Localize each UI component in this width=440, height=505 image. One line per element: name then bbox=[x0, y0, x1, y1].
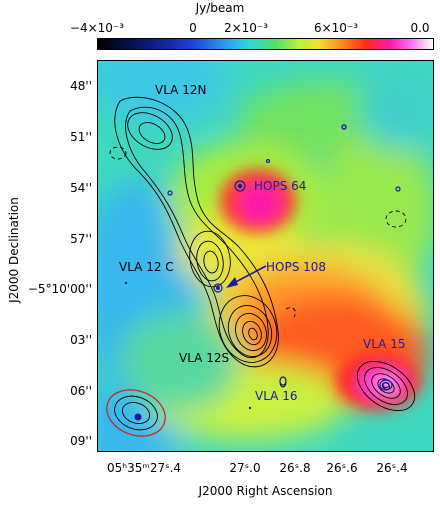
label-vla12s: VLA 12S bbox=[179, 351, 230, 365]
ytick-03: 03'' bbox=[70, 333, 92, 347]
label-vla15: VLA 15 bbox=[363, 337, 406, 351]
xtick-27-4: 05ʰ35ᵐ27ˢ.4 bbox=[106, 461, 182, 475]
colorbar-tick-max: 0.0 bbox=[410, 21, 430, 35]
radio-map: VLA 12N HOPS 64 VLA 12 C HOPS 108 VLA 12… bbox=[97, 60, 434, 452]
xtick-27-0: 27ˢ.0 bbox=[229, 461, 261, 475]
beam-ellipse bbox=[106, 389, 166, 437]
colorbar-tick-min: −4×10⁻³ bbox=[69, 21, 125, 35]
label-hops64: HOPS 64 bbox=[254, 179, 307, 193]
ytick-51: 51'' bbox=[70, 130, 92, 144]
colorbar-tick-2e-3: 2×10⁻³ bbox=[223, 21, 269, 35]
y-axis-title: J2000 Declination bbox=[7, 197, 21, 303]
map-image bbox=[98, 61, 433, 451]
ytick-09: 09'' bbox=[70, 434, 92, 448]
colorbar-tick-zero: 0 bbox=[189, 21, 197, 35]
xtick-26-4: 26ˢ.4 bbox=[376, 461, 408, 475]
ytick-48: 48'' bbox=[70, 79, 92, 93]
colorbar-title: Jy/beam bbox=[195, 1, 245, 15]
ytick-06: 06'' bbox=[70, 384, 92, 398]
ytick-54: 54'' bbox=[70, 181, 92, 195]
xtick-26-6: 26ˢ.6 bbox=[326, 461, 358, 475]
colorbar bbox=[97, 38, 434, 50]
label-vla12c: VLA 12 C bbox=[119, 260, 174, 274]
label-hops108: HOPS 108 bbox=[266, 260, 327, 274]
x-axis-title: J2000 Right Ascension bbox=[198, 484, 333, 498]
ytick-00: −5°10'00'' bbox=[27, 282, 92, 296]
ytick-57: 57'' bbox=[70, 232, 92, 246]
label-vla12n: VLA 12N bbox=[155, 83, 207, 97]
colorbar-tick-6e-3: 6×10⁻³ bbox=[313, 21, 359, 35]
xtick-26-8: 26ˢ.8 bbox=[279, 461, 311, 475]
label-vla16: VLA 16 bbox=[255, 389, 298, 403]
